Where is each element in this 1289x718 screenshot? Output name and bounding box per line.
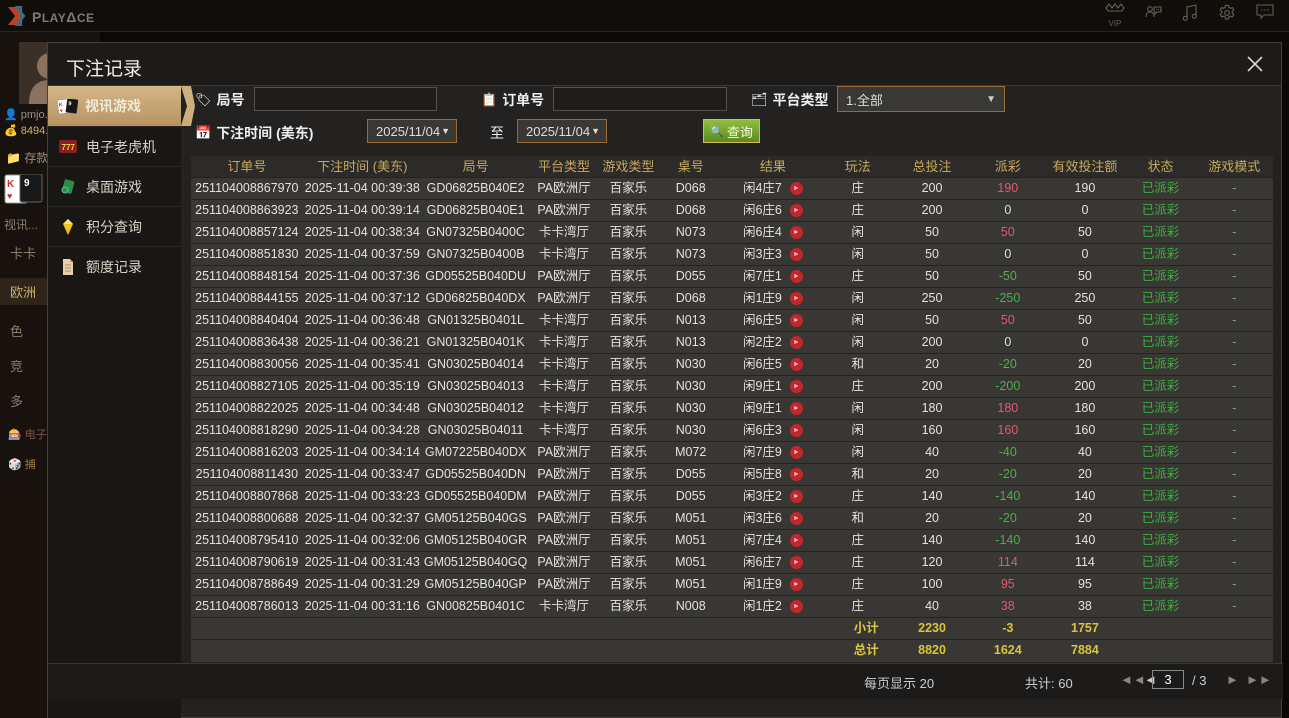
svg-text:9: 9 (24, 178, 30, 189)
svg-text:♥: ♥ (7, 191, 12, 201)
svg-text:K: K (7, 179, 15, 190)
svg-text:777: 777 (62, 143, 76, 152)
